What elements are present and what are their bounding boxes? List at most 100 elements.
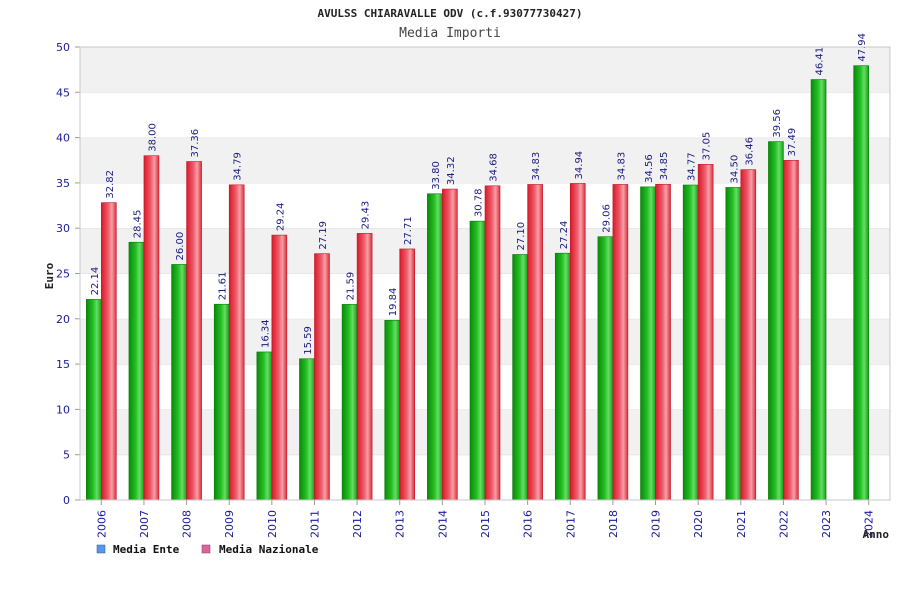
bar-nazionale-2019 [655, 183, 671, 501]
x-tick-label: 2017 [564, 510, 577, 538]
data-label: 37.36 [190, 129, 201, 158]
data-label: 29.24 [275, 202, 286, 231]
y-tick-label: 15 [56, 358, 70, 371]
y-axis-ticks: 0 5 10 15 20 25 30 35 40 45 50 [56, 41, 80, 507]
legend-label-ente: Media Ente [113, 543, 180, 556]
bar-ente-2016 [512, 254, 528, 501]
bar-nazionale-2016 [527, 184, 543, 501]
chart-title: AVULSS CHIARAVALLE ODV (c.f.93077730427) [318, 7, 583, 20]
data-label: 34.79 [233, 152, 244, 181]
data-label: 39.56 [772, 109, 783, 138]
grid-band [80, 47, 890, 93]
data-label: 27.24 [559, 221, 570, 250]
bar-ente-2018 [597, 236, 614, 501]
y-tick-label: 0 [63, 494, 70, 507]
data-label: 38.00 [147, 123, 158, 152]
x-tick-label: 2024 [863, 510, 876, 538]
x-tick-label: 2018 [607, 510, 620, 538]
x-tick-label: 2015 [479, 510, 492, 538]
bar-nazionale-2022 [783, 160, 799, 501]
data-label: 27.19 [318, 221, 329, 250]
bar-ente-2010 [256, 351, 273, 501]
y-tick-label: 10 [56, 403, 70, 416]
bar-nazionale-2007 [143, 155, 160, 501]
bar-nazionale-2006 [101, 202, 117, 501]
legend: Media Ente Media Nazionale [96, 543, 319, 556]
bar-ente-2011 [299, 358, 315, 501]
data-label: 29.43 [361, 201, 372, 230]
bar-nazionale-2009 [228, 184, 245, 501]
y-axis-label: Euro [43, 262, 56, 289]
y-tick-label: 30 [56, 222, 70, 235]
bar-nazionale-2011 [314, 253, 330, 501]
bar-nazionale-2020 [697, 164, 714, 501]
data-label: 34.85 [659, 152, 670, 181]
data-label: 34.83 [531, 152, 542, 181]
data-label: 27.71 [403, 216, 414, 245]
x-tick-label: 2023 [820, 510, 833, 538]
bar-nazionale-2021 [740, 169, 757, 501]
chart-subtitle: Media Importi [399, 26, 501, 41]
bar-nazionale-2017 [569, 183, 586, 501]
bar-nazionale-2012 [356, 233, 373, 501]
bar-ente-2013 [384, 319, 401, 501]
x-tick-label: 2016 [522, 510, 535, 538]
data-label: 46.41 [815, 47, 826, 76]
data-label: 37.05 [702, 132, 713, 161]
bar-ente-2020 [682, 184, 699, 501]
plot-frame [79, 46, 891, 501]
x-tick-label: 2021 [735, 510, 748, 538]
y-tick-label: 25 [56, 268, 70, 281]
x-tick-label: 2013 [394, 510, 407, 538]
x-tick-label: 2020 [692, 510, 705, 538]
x-tick-label: 2008 [181, 510, 194, 538]
bars: 22.14 32.82 28.45 38.00 26.00 37.36 21.61 34.79… [86, 33, 869, 501]
data-label: 21.59 [346, 272, 357, 301]
data-label: 22.14 [90, 267, 101, 296]
y-tick-label: 50 [56, 41, 70, 54]
bar-nazionale-2013 [399, 248, 416, 501]
bar-nazionale-2018 [612, 184, 629, 501]
bar-ente-2021 [725, 187, 742, 501]
data-label: 26.00 [175, 232, 186, 261]
data-label: 29.06 [601, 204, 612, 233]
bar-ente-2022 [768, 141, 784, 501]
bar-nazionale-2008 [186, 161, 202, 501]
data-label: 19.84 [388, 288, 399, 317]
x-tick-label: 2007 [138, 510, 151, 538]
x-axis-ticks: 2006 2007 2008 2009 2010 2011 2012 2013 2014 2015… [95, 500, 876, 538]
data-label: 15.59 [303, 326, 314, 355]
bar-nazionale-2015 [484, 185, 501, 501]
data-label: 34.77 [687, 152, 698, 181]
data-label: 21.61 [218, 272, 229, 301]
grid-band [80, 92, 890, 138]
bar-ente-2019 [640, 186, 656, 501]
y-tick-label: 35 [56, 177, 70, 190]
data-label: 34.68 [489, 153, 500, 182]
legend-swatch-nazionale [201, 544, 211, 554]
y-tick-label: 40 [56, 132, 70, 145]
data-label: 34.94 [574, 151, 585, 180]
data-label: 33.80 [431, 161, 442, 190]
x-tick-label: 2012 [351, 510, 364, 538]
y-tick-label: 45 [56, 86, 70, 99]
x-axis-label: Anno [863, 528, 890, 541]
x-tick-label: 2014 [436, 510, 449, 538]
bar-ente-2024 [853, 65, 869, 501]
x-tick-label: 2022 [777, 510, 790, 538]
bar-ente-2006 [86, 299, 102, 501]
bar-ente-2015 [469, 220, 486, 501]
x-tick-label: 2010 [266, 510, 279, 538]
bar-ente-2009 [213, 303, 230, 501]
x-tick-label: 2011 [308, 510, 321, 538]
data-label: 34.83 [616, 152, 627, 181]
bar-nazionale-2014 [442, 188, 458, 501]
data-label: 34.56 [644, 154, 655, 183]
bar-ente-2007 [128, 241, 145, 501]
bar-nazionale-2010 [271, 234, 288, 501]
data-label: 27.10 [516, 222, 527, 251]
bar-ente-2017 [554, 252, 571, 501]
data-label: 30.78 [474, 188, 485, 217]
data-label: 34.50 [729, 155, 740, 184]
